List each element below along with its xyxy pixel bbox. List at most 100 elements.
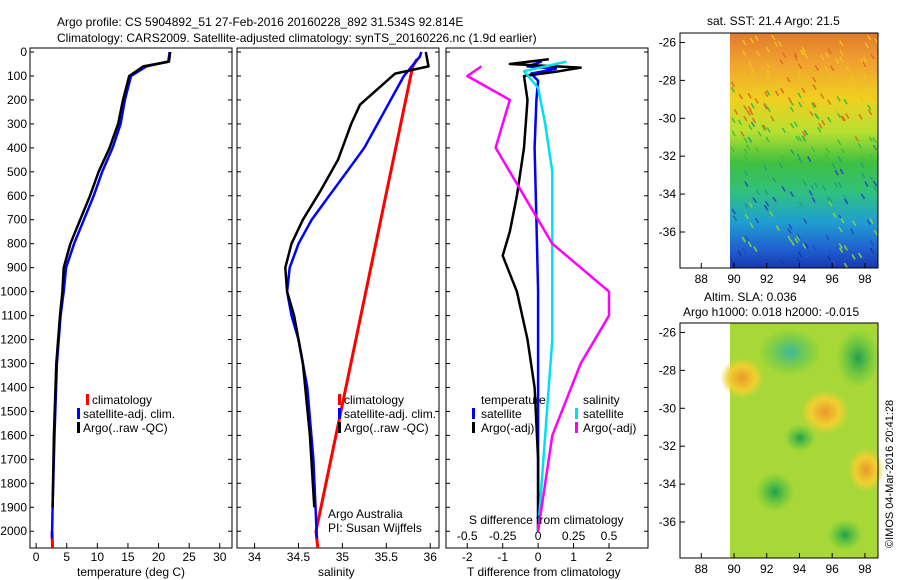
map-x-tick-label: 96: [826, 272, 840, 286]
sst-speck: [747, 241, 752, 248]
sst-speck: [774, 90, 780, 97]
sst-speck: [737, 119, 743, 126]
legend-swatch-argo: [338, 422, 341, 433]
sst-speck: [806, 107, 811, 113]
sst-speck: [866, 171, 872, 178]
sst-speck: [855, 185, 860, 191]
y-tick-label: 2000: [0, 524, 27, 538]
x-tick-label: 25: [182, 550, 196, 564]
y-tick-label: 1100: [1, 309, 27, 323]
x2-tick-label: 0: [535, 529, 542, 543]
sst-speck: [769, 210, 774, 217]
x2-tick-label: 0.25: [562, 529, 586, 543]
sst-speck: [841, 115, 846, 122]
sst-speck: [870, 75, 875, 82]
sst-speck: [832, 212, 837, 218]
sst-speck: [796, 153, 801, 160]
map-x-tick-label: 90: [727, 272, 741, 286]
sla-map-title-1: Altim. SLA: 0.036: [704, 290, 797, 304]
sst-speck: [794, 237, 799, 244]
sst-speck: [831, 163, 836, 169]
map-x-tick-label: 96: [826, 562, 840, 576]
sst-speck: [750, 72, 755, 79]
sst-speck: [796, 235, 801, 242]
sst-speck: [730, 81, 736, 88]
sst-speck: [798, 157, 803, 164]
sst-speck: [800, 98, 805, 105]
x-tick-label: 34: [248, 550, 262, 564]
temperature-legend: climatology satellite-adj. clim. Argo(..…: [77, 393, 175, 435]
sst-speck: [766, 68, 771, 75]
sst-speck: [864, 42, 869, 49]
y-tick-label: 1400: [0, 380, 27, 394]
sst-speck: [868, 152, 873, 159]
sst-speck: [737, 250, 742, 257]
sst-speck: [744, 181, 749, 187]
sst-speck: [825, 52, 830, 58]
sst-speck: [795, 135, 800, 142]
y-tick-label: 0: [20, 45, 27, 59]
sst-speck: [868, 136, 873, 143]
sst-speck: [811, 196, 816, 203]
sst-speck: [829, 171, 834, 178]
legend-label-s-satellite: satellite: [583, 407, 624, 421]
sst-speck: [802, 180, 807, 186]
sst-speck: [763, 103, 768, 110]
sst-speck: [811, 76, 817, 83]
sst-speck: [831, 259, 837, 266]
sst-speck: [774, 176, 780, 182]
map-x-tick-label: 94: [793, 272, 807, 286]
sst-speck: [767, 177, 772, 183]
sst-speck: [857, 142, 862, 149]
sst-speck: [732, 215, 738, 222]
sst-speck: [825, 234, 830, 241]
sst-speck: [747, 136, 753, 143]
x2-tick-label: 0.5: [601, 529, 618, 543]
sst-speck: [754, 98, 759, 104]
sst-speck: [803, 129, 809, 136]
sst-speck: [858, 252, 863, 259]
legend-swatch-t-satellite: [472, 408, 475, 419]
sst-speck: [780, 79, 786, 86]
legend-label-t-argo: Argo(-adj): [481, 421, 534, 435]
sst-speck: [772, 177, 777, 183]
sst-speckle: [730, 34, 879, 269]
sla-warm-blob: [720, 358, 764, 398]
temperature-panel-frame: [29, 47, 233, 549]
sst-speck: [787, 235, 792, 242]
sst-speck: [765, 46, 770, 53]
legend-swatch-argo: [77, 422, 80, 433]
sst-speck: [801, 46, 806, 53]
sst-speck: [867, 109, 873, 116]
legend-swatch-satellite: [338, 408, 341, 419]
map-y-tick-label: -32: [659, 149, 677, 163]
sst-speck: [740, 131, 745, 137]
legend-swatch-s-satellite: [575, 408, 578, 419]
sst-speck: [862, 61, 867, 68]
sst-speck: [843, 198, 849, 205]
sst-speck: [747, 106, 752, 112]
sst-speck: [764, 200, 770, 207]
sst-speck: [861, 156, 866, 163]
sst-speck: [781, 127, 786, 134]
sst-speck: [771, 34, 776, 41]
sst-speck: [748, 61, 753, 68]
sla-warm-blob: [848, 448, 884, 492]
x-tick-label: 1: [570, 550, 577, 564]
sst-speck: [864, 181, 869, 187]
sla-cool-blob: [758, 328, 822, 376]
temperature-chart: 0100200300400500600700800900100011001200…: [0, 45, 232, 564]
sst-speck: [845, 65, 850, 72]
map-x-tick-label: 90: [727, 562, 741, 576]
sst-speck: [764, 189, 769, 195]
sst-speck: [862, 56, 867, 63]
map-x-tick-label: 88: [695, 562, 709, 576]
sst-speck: [749, 222, 754, 229]
legend-swatch-climatology: [86, 394, 89, 405]
title-line-1: Argo profile: CS 5904892_51 27-Feb-2016 …: [57, 15, 463, 29]
sst-speck: [872, 95, 877, 102]
sst-speck: [840, 217, 845, 224]
sst-speck: [822, 185, 827, 192]
s-difference-axis-label: S difference from climatology: [469, 513, 624, 527]
sst-speck: [793, 55, 799, 61]
